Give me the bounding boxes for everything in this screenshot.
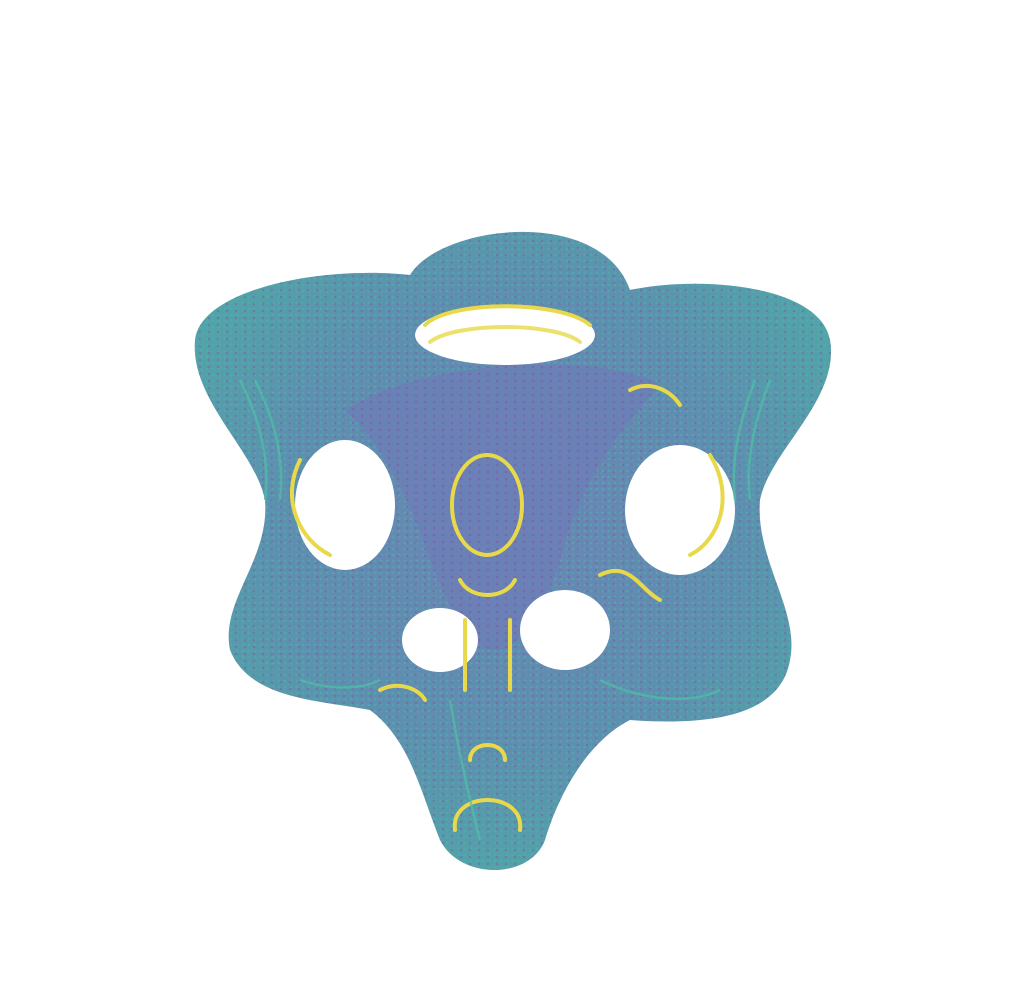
teal-contours xyxy=(238,379,772,841)
hole-top xyxy=(415,305,595,365)
front-face xyxy=(345,364,660,650)
hole-left xyxy=(295,440,395,570)
hole-right xyxy=(625,445,735,575)
hole-bottom-left xyxy=(402,608,478,672)
yellow-contours xyxy=(290,304,725,832)
hole-bottom-right xyxy=(520,590,610,670)
